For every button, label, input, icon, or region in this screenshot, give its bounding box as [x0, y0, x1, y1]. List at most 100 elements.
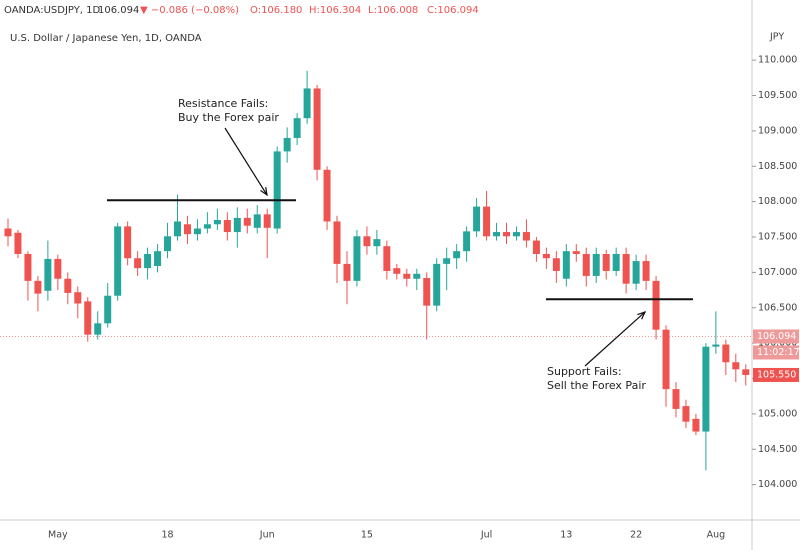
candle-body — [552, 258, 560, 271]
ohlc-value: C:106.094 — [427, 5, 479, 16]
candle-body — [323, 169, 331, 222]
candle-body — [602, 253, 610, 271]
candle-body — [493, 232, 501, 237]
candle-body — [343, 263, 351, 281]
y-axis-label: JPY — [769, 32, 784, 43]
candle-body — [64, 278, 72, 293]
candle-body — [263, 214, 271, 228]
symbol: OANDA:USDJPY, 1D — [4, 5, 101, 16]
x-tick-label: May — [48, 530, 68, 541]
candle-body — [413, 273, 421, 279]
candle-body — [154, 251, 162, 267]
price-tag — [753, 367, 799, 382]
candle-body — [54, 258, 62, 279]
candle-body — [303, 88, 311, 119]
candle-body — [383, 246, 391, 271]
candle-body — [333, 221, 341, 264]
y-tick-label: 107.000 — [758, 267, 797, 278]
x-tick-label: 15 — [361, 530, 373, 541]
x-tick-label: 22 — [630, 530, 642, 541]
candle-body — [203, 224, 211, 229]
subtitle: U.S. Dollar / Japanese Yen, 1D, OANDA — [10, 33, 202, 44]
candle-body — [393, 268, 401, 274]
x-tick-label: 13 — [560, 530, 572, 541]
candle-body — [223, 220, 231, 233]
y-tick-label: 107.500 — [758, 232, 797, 243]
candle-body — [183, 224, 191, 235]
candle-body — [692, 418, 700, 432]
candle-body — [562, 251, 570, 279]
candle-body — [104, 295, 112, 324]
candle-body — [512, 232, 520, 237]
candle-body — [582, 253, 590, 276]
candle-body — [94, 323, 102, 335]
annotation-text: Buy the Forex pair — [178, 111, 279, 124]
candle-body — [612, 253, 620, 271]
candle-body — [233, 217, 241, 233]
candle-body — [173, 221, 181, 237]
candle-body — [542, 253, 550, 259]
candle-body — [652, 280, 660, 330]
annotation-text: Support Fails: — [547, 365, 622, 378]
candle-body — [423, 278, 431, 306]
candle-body — [592, 253, 600, 276]
arrow-head — [637, 310, 647, 320]
candle-body — [273, 151, 281, 229]
candle-body — [503, 232, 510, 237]
price-tag — [753, 345, 799, 360]
y-tick-label: 104.500 — [758, 444, 797, 455]
candle-body — [283, 137, 291, 152]
candle-body — [84, 301, 92, 335]
change: ▼ −0.086 (−0.08%) — [140, 5, 239, 16]
y-tick-label: 108.500 — [758, 161, 797, 172]
x-tick-label: 18 — [161, 530, 173, 541]
candle-body — [14, 232, 22, 254]
x-tick-label: Jun — [259, 530, 275, 541]
candle-body — [742, 369, 750, 375]
candle-body — [453, 251, 461, 259]
x-tick-label: Aug — [707, 530, 726, 541]
candle-body — [164, 236, 172, 252]
candle-body — [483, 206, 491, 237]
y-tick-label: 110.000 — [758, 55, 797, 66]
y-tick-label: 105.000 — [758, 408, 797, 419]
arrow-shaft — [224, 127, 268, 196]
candle-body — [24, 253, 32, 281]
y-tick-label: 109.000 — [758, 125, 797, 136]
candle-body — [363, 236, 371, 247]
candle-body — [682, 406, 690, 422]
candle-body — [712, 344, 720, 347]
candle-body — [662, 329, 670, 390]
price-tag-label: 105.550 — [757, 369, 796, 380]
candle-body — [532, 240, 540, 254]
ohlc-value: O:106.180 — [250, 5, 302, 16]
annotation-text: Sell the Forex Pair — [547, 379, 646, 392]
candle-body — [373, 239, 381, 247]
annotation-text: Resistance Fails: — [178, 97, 268, 110]
ohlc-value: H:106.304 — [309, 5, 361, 16]
y-tick-label: 109.500 — [758, 90, 797, 101]
candle-body — [193, 228, 201, 235]
candle-body — [632, 261, 640, 284]
ohlc-value: L:106.008 — [368, 5, 418, 16]
candle-body — [293, 118, 301, 138]
candle-body — [44, 258, 52, 291]
price-tag-label: 11:02:17 — [757, 347, 800, 358]
candle-body — [4, 228, 12, 237]
candle-body — [722, 344, 730, 363]
x-tick-label: Jul — [480, 530, 492, 541]
arrow-head — [260, 187, 268, 197]
y-tick-label: 108.000 — [758, 196, 797, 207]
candle-body — [253, 214, 261, 228]
candle-body — [433, 263, 441, 306]
candle-body — [672, 389, 680, 409]
candle-body — [463, 231, 471, 252]
candle-body — [443, 258, 451, 264]
price-tag-label: 106.094 — [757, 331, 796, 342]
candle-body — [622, 253, 630, 284]
arrow-shaft — [584, 311, 646, 367]
candle-body — [572, 251, 580, 254]
y-tick-label: 104.000 — [758, 479, 797, 490]
candle-body — [144, 253, 152, 269]
